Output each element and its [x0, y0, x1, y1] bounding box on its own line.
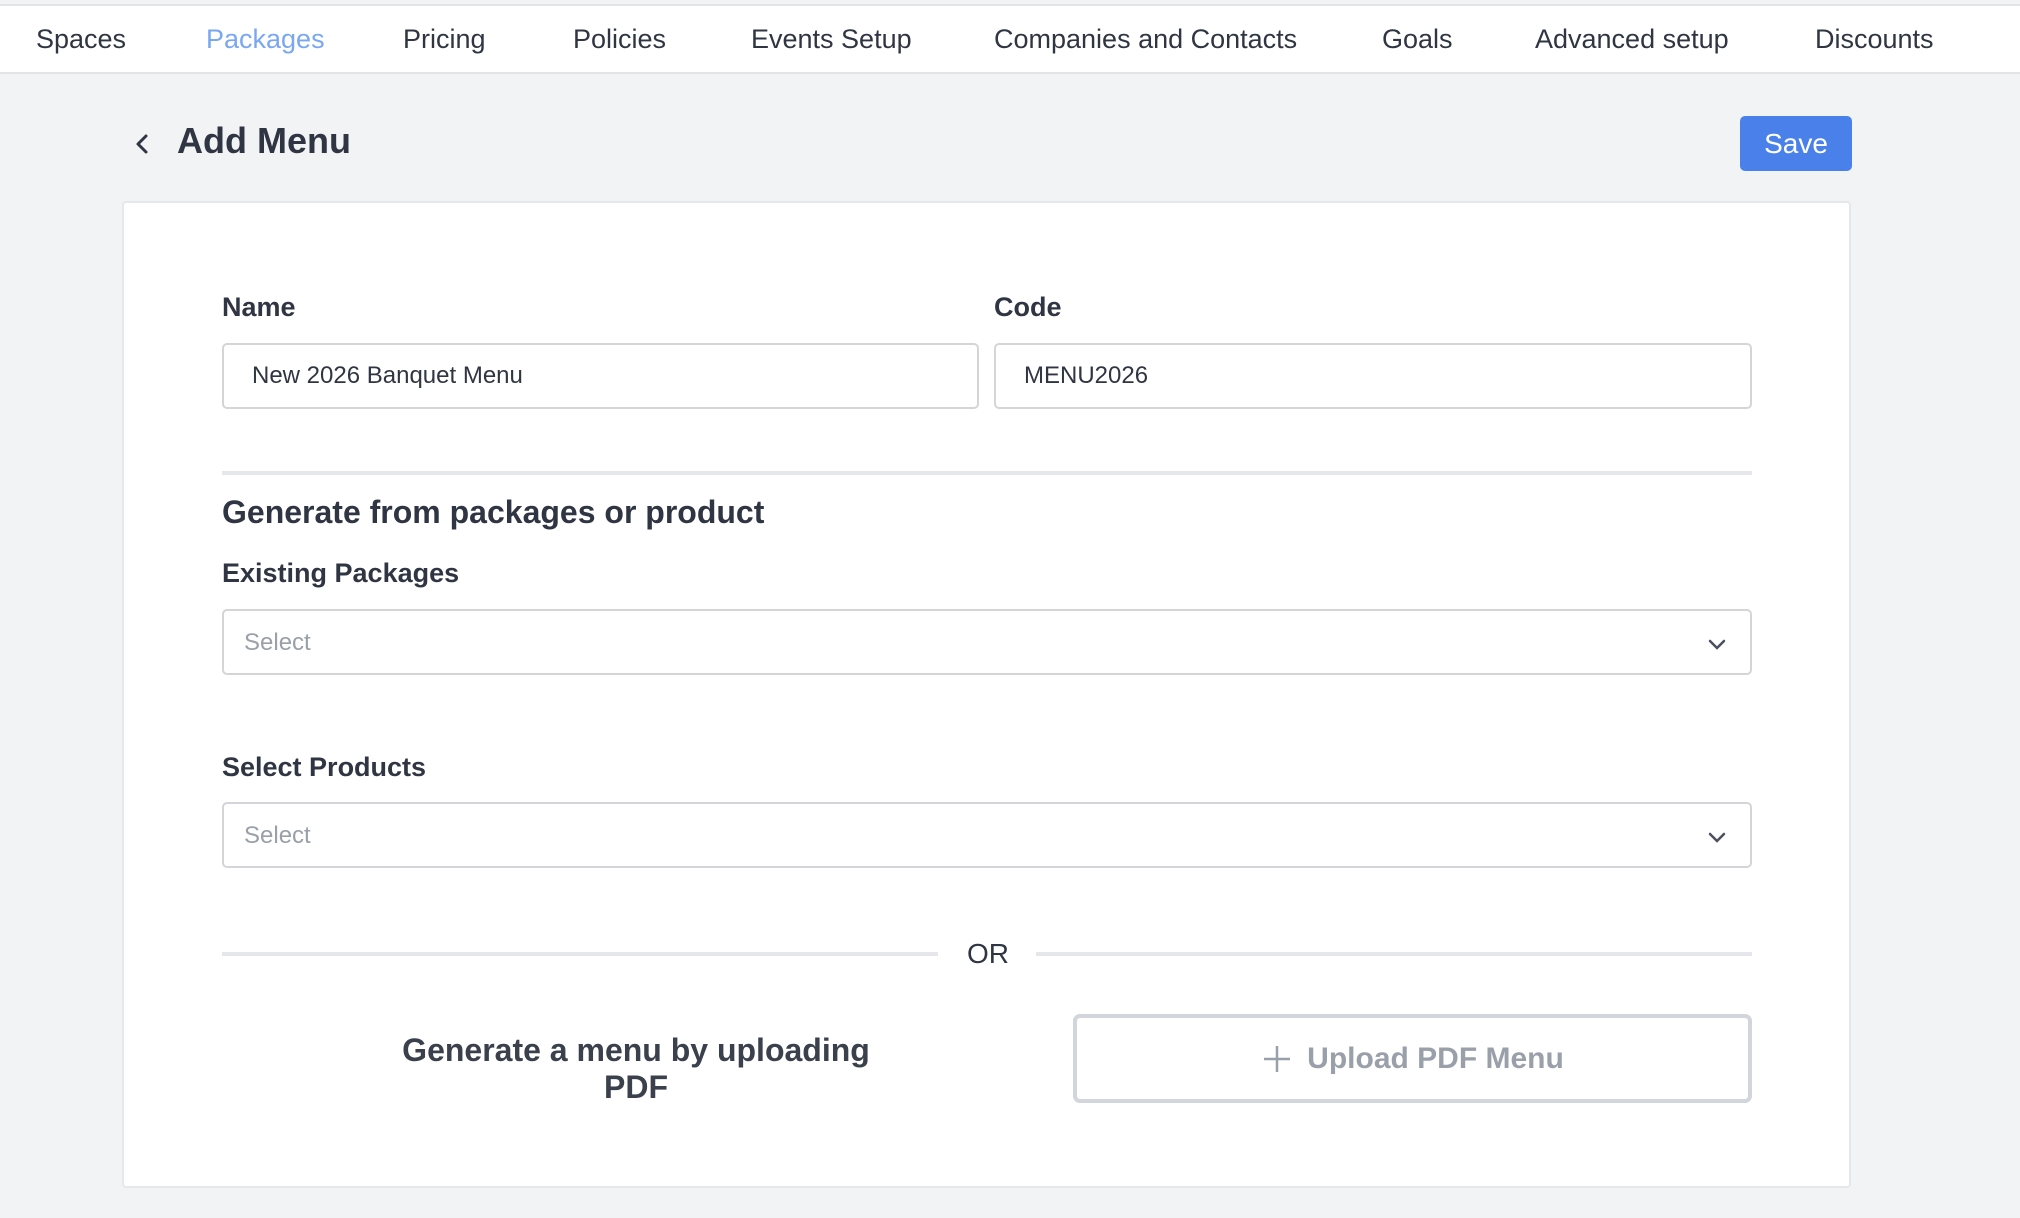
divider — [222, 471, 1752, 475]
select-placeholder: Select — [244, 629, 311, 656]
tab-pricing[interactable]: Pricing — [403, 24, 486, 54]
page-title: Add Menu — [177, 120, 351, 161]
section-title: Generate from packages or product — [222, 494, 765, 530]
chevron-down-icon — [1708, 639, 1726, 650]
select-placeholder: Select — [244, 822, 311, 849]
upload-pdf-button[interactable]: Upload PDF Menu — [1073, 1014, 1752, 1103]
chevron-down-icon — [1708, 832, 1726, 843]
tab-packages[interactable]: Packages — [206, 24, 325, 54]
existing-packages-label: Existing Packages — [222, 558, 460, 588]
existing-packages-select[interactable]: Select — [222, 609, 1752, 675]
top-nav: Spaces Packages Pricing Policies Events … — [0, 4, 2020, 74]
or-divider-left — [222, 952, 938, 956]
tab-advanced-setup[interactable]: Advanced setup — [1535, 24, 1729, 54]
upload-pdf-text: Generate a menu by uploading PDF — [402, 1032, 870, 1105]
save-button[interactable]: Save — [1740, 116, 1852, 171]
tab-spaces[interactable]: Spaces — [36, 24, 127, 54]
back-chevron-icon[interactable] — [128, 126, 158, 162]
code-label: Code — [994, 292, 1062, 322]
select-products-select[interactable]: Select — [222, 802, 1752, 868]
code-input[interactable]: MENU2026 — [994, 343, 1752, 409]
tab-goals[interactable]: Goals — [1382, 24, 1453, 54]
or-divider-right — [1036, 952, 1752, 956]
select-products-label: Select Products — [222, 752, 427, 782]
upload-pdf-label: Upload PDF Menu — [1307, 1041, 1564, 1075]
tab-discounts[interactable]: Discounts — [1815, 24, 1934, 54]
plus-icon — [1264, 1045, 1291, 1072]
name-label: Name — [222, 292, 296, 322]
or-text: OR — [967, 938, 1009, 969]
tab-policies[interactable]: Policies — [573, 24, 667, 54]
tab-companies-contacts[interactable]: Companies and Contacts — [994, 24, 1298, 54]
name-input[interactable]: New 2026 Banquet Menu — [222, 343, 979, 409]
tab-events-setup[interactable]: Events Setup — [751, 24, 912, 54]
